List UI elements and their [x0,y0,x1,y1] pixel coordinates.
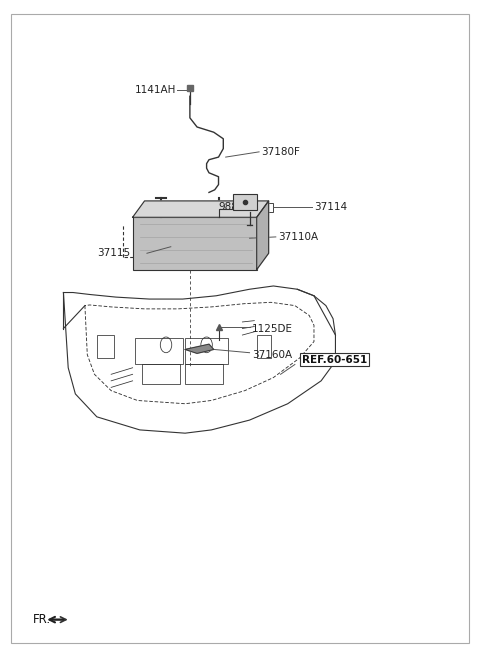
Text: 1125DE: 1125DE [252,323,293,334]
Text: 37110A: 37110A [278,232,318,242]
Text: 37115: 37115 [97,248,130,258]
Bar [185,338,228,365]
Bar [132,217,257,269]
Text: 37114: 37114 [314,202,347,212]
Bar [142,365,180,384]
Polygon shape [132,201,269,217]
Bar [262,203,274,212]
Bar [257,335,271,358]
Bar [97,335,114,358]
Text: 1141AH: 1141AH [135,85,176,95]
Bar [135,338,183,365]
Polygon shape [257,201,269,269]
Polygon shape [185,344,214,353]
Bar [233,194,257,210]
Text: 37160A: 37160A [252,350,292,359]
Bar [185,365,223,384]
Text: REF.60-651: REF.60-651 [302,355,367,365]
Text: 98893B: 98893B [218,202,259,212]
Text: FR.: FR. [33,613,50,626]
Text: 37180F: 37180F [262,147,300,157]
